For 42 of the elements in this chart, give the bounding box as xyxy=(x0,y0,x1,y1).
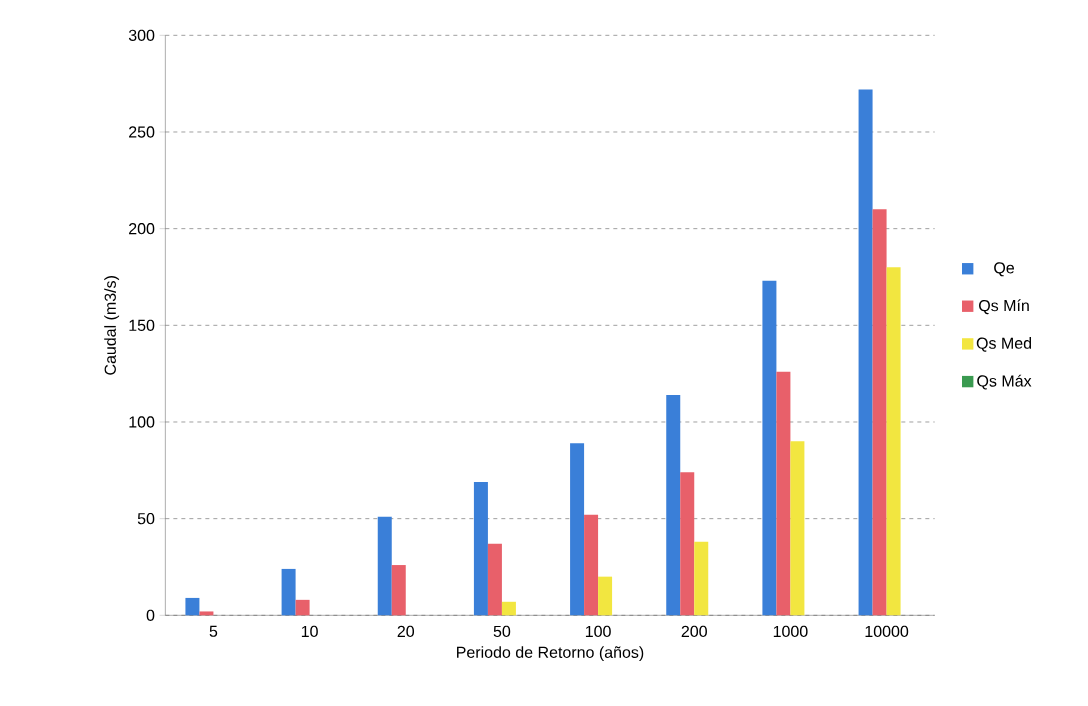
bar xyxy=(886,267,901,616)
bar xyxy=(598,576,613,616)
y-tick-label: 0 xyxy=(146,609,155,621)
bar xyxy=(776,371,791,616)
bar xyxy=(377,516,392,616)
bar xyxy=(281,568,296,616)
bar xyxy=(762,280,777,616)
bar xyxy=(487,543,502,616)
y-tick-label: 150 xyxy=(129,319,155,331)
legend-label: Qs Mín xyxy=(979,299,1029,315)
x-tick-label: 10000 xyxy=(865,625,909,638)
bar xyxy=(694,541,709,616)
y-tick-label: 50 xyxy=(137,512,155,525)
x-tick-label: 1000 xyxy=(773,625,808,638)
bar xyxy=(185,597,200,616)
y-tick-label: 250 xyxy=(129,126,155,138)
bar xyxy=(391,565,406,616)
legend-label: Qs Máx xyxy=(977,374,1032,390)
bar xyxy=(872,209,887,616)
y-tick-label: 300 xyxy=(128,29,155,41)
bar xyxy=(295,599,310,616)
y-tick-label: 100 xyxy=(129,416,155,428)
bar xyxy=(199,611,214,616)
bar xyxy=(680,472,695,616)
bar xyxy=(473,481,488,616)
legend-label: Qs Med xyxy=(976,337,1032,352)
legend-label: Qe xyxy=(994,262,1015,277)
bar xyxy=(570,443,585,616)
x-tick-label: 5 xyxy=(209,625,218,637)
bar xyxy=(790,441,805,616)
x-tick-label: 20 xyxy=(397,625,415,638)
bar xyxy=(501,601,516,616)
bar xyxy=(584,514,599,616)
x-tick-label: 10 xyxy=(301,625,318,638)
x-tick-label: 50 xyxy=(493,625,511,638)
bar xyxy=(666,394,681,616)
bar xyxy=(858,89,873,616)
y-tick-label: 200 xyxy=(129,223,155,235)
x-axis-title: Periodo de Retorno (años) xyxy=(457,646,644,662)
x-tick-label: 100 xyxy=(585,625,611,638)
y-axis-title: Caudal (m3/s) xyxy=(104,276,120,375)
x-tick-label: 200 xyxy=(681,625,707,638)
